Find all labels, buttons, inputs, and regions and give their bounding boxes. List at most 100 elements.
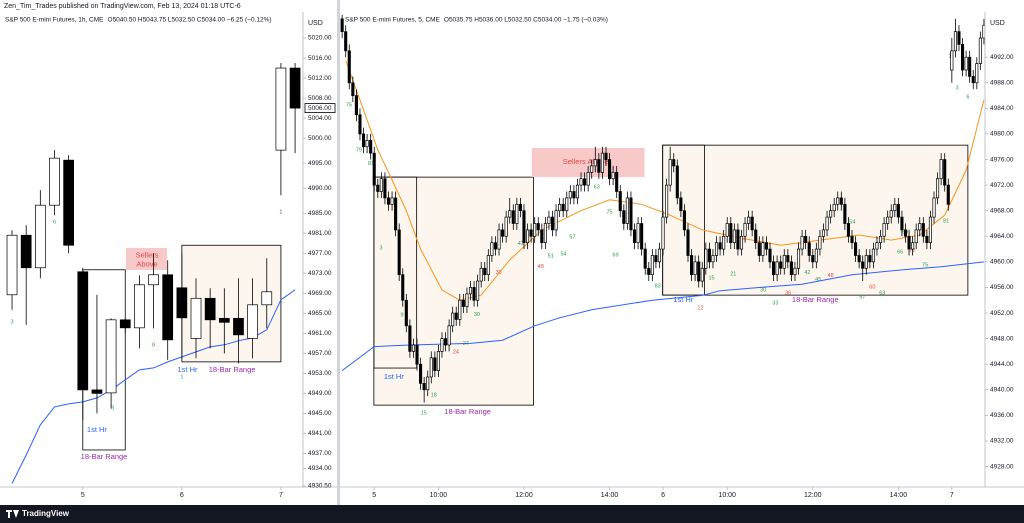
x-tick-label: 5	[372, 492, 376, 499]
y-tick-label: 4960.00	[990, 259, 1014, 266]
y-tick-label: 4956.00	[990, 284, 1014, 291]
candle-body	[443, 338, 448, 346]
annotation: Above	[136, 260, 157, 269]
candle-body	[176, 287, 188, 319]
candle-body	[914, 229, 918, 244]
candle-body	[818, 235, 822, 250]
candle-body	[629, 197, 633, 231]
range-box	[373, 176, 535, 406]
candle-body	[411, 344, 415, 352]
moving-average	[345, 60, 985, 301]
y-tick-label: 4941.00	[308, 430, 332, 437]
chart-legend-ohlc: O5035.75 H5036.00 L5032.50 C5034.00 −1.7…	[444, 17, 608, 24]
candle-body	[786, 255, 790, 263]
y-tick-label: 4932.00	[990, 438, 1014, 445]
x-tick-label: 7	[950, 492, 954, 499]
candle-body	[736, 229, 740, 250]
candle-body	[497, 229, 501, 250]
candle-body	[490, 242, 494, 256]
candle-body	[807, 242, 811, 256]
candle-body	[536, 223, 540, 231]
candle-body	[800, 235, 804, 250]
candle-body	[433, 357, 437, 371]
candle-body	[693, 261, 697, 276]
candle-body	[447, 325, 451, 346]
x-tick-label: 7	[279, 492, 283, 499]
candle-body	[900, 216, 904, 231]
candle-body	[190, 297, 202, 339]
candle-body	[925, 235, 929, 244]
annotation: 54	[560, 252, 566, 258]
candle-body	[743, 223, 747, 237]
candle-body	[861, 261, 865, 269]
y-tick-label: 4972.00	[990, 182, 1014, 189]
candle-body	[608, 159, 612, 180]
candle-body	[814, 248, 818, 263]
candle-body	[579, 178, 583, 186]
candle-body	[754, 229, 758, 244]
candle-body	[451, 312, 455, 327]
annotation: 18-Bar Range	[444, 407, 491, 416]
annotation: 60	[869, 284, 875, 290]
candle-body	[636, 223, 640, 244]
y-tick-label: 4934.00	[308, 465, 332, 472]
candle-body	[590, 165, 594, 173]
annotation: 1	[180, 374, 183, 380]
candle-body	[968, 56, 972, 77]
y-tick-label: 4992.00	[990, 54, 1014, 61]
y-tick-label: 5008.00	[308, 95, 332, 102]
annotation: 3	[111, 405, 114, 411]
candle-body	[640, 223, 644, 250]
candle-body	[707, 248, 711, 263]
annotation: Sellers Above	[563, 157, 609, 166]
range-box	[373, 176, 418, 369]
candle-body	[622, 210, 626, 224]
candle-body	[661, 216, 665, 250]
candle-body	[476, 280, 480, 301]
candle-body	[657, 248, 662, 263]
candle-body	[233, 317, 244, 336]
annotation: 48	[538, 264, 544, 270]
candle-body	[704, 248, 708, 269]
y-tick-label: 4957.00	[308, 350, 332, 357]
candle-body	[950, 50, 954, 71]
x-tick-label: 6	[180, 492, 184, 499]
candle-body	[20, 234, 32, 269]
y-tick-label: 4944.00	[990, 361, 1014, 368]
annotation: 1	[949, 53, 952, 59]
candle-body	[675, 165, 679, 199]
y-tick-label: 4961.00	[308, 330, 332, 337]
annotation: 3	[10, 319, 13, 325]
annotation: 75	[922, 263, 928, 269]
candle-body	[829, 210, 833, 218]
annotation: 27	[463, 341, 469, 347]
candle-body	[347, 50, 351, 84]
candle-body	[757, 242, 761, 256]
annotation: 6	[53, 220, 56, 226]
candle-body	[422, 383, 426, 391]
candle-body	[472, 287, 476, 301]
candle-body	[49, 157, 60, 206]
candle-body	[504, 216, 508, 237]
candle-body	[493, 242, 498, 250]
y-tick-label: 4964.00	[990, 233, 1014, 240]
annotation: 24	[740, 236, 746, 242]
last-price-label: 5006.00	[308, 105, 332, 112]
candle-body	[650, 255, 654, 276]
candle-body	[611, 171, 615, 180]
candle-body	[568, 191, 572, 199]
candle-body	[468, 287, 473, 295]
candle-body	[583, 178, 587, 186]
candle-body	[379, 178, 383, 192]
y-tick-label: 4977.00	[308, 250, 332, 257]
y-tick-label: 4988.00	[990, 80, 1014, 87]
annotation: 30	[760, 287, 766, 293]
candle-body	[936, 178, 940, 199]
panel-separator	[337, 0, 340, 505]
candle-body	[436, 351, 440, 371]
candle-body	[518, 203, 522, 212]
candle-body	[836, 197, 840, 205]
